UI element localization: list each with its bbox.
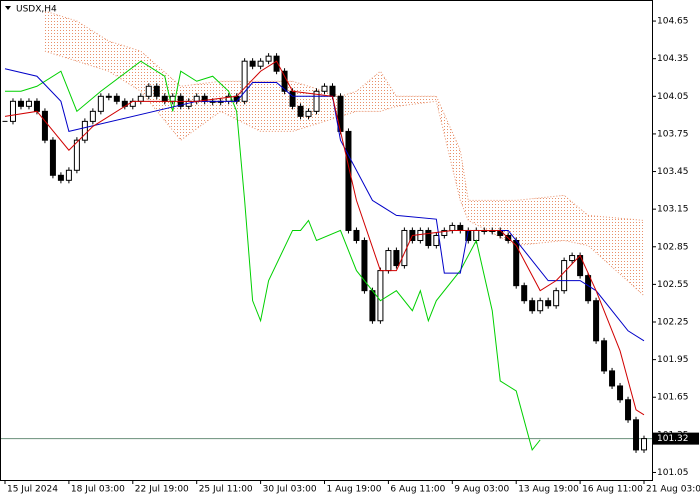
- candle: [297, 105, 304, 117]
- candle: [473, 229, 480, 241]
- candle: [145, 85, 152, 97]
- y-tick-label: 101.95: [657, 355, 689, 365]
- candle: [569, 255, 576, 262]
- candle: [545, 300, 552, 307]
- y-tick-label: 102.85: [657, 242, 689, 252]
- candle: [289, 90, 296, 107]
- candle: [617, 385, 624, 401]
- x-tick-label: 18 Jul 03:00: [71, 485, 125, 495]
- x-tick-label: 30 Jul 03:00: [263, 485, 317, 495]
- candle: [425, 229, 432, 247]
- candle: [305, 110, 312, 117]
- candle: [585, 275, 592, 302]
- candle: [633, 419, 640, 451]
- indicator-line: [4, 60, 645, 416]
- candle: [257, 60, 264, 67]
- candle: [97, 95, 104, 112]
- candle: [601, 340, 608, 372]
- x-tick-label: 15 Jul 2024: [7, 485, 58, 495]
- candle: [321, 85, 328, 92]
- cloud-lower: [44, 50, 645, 297]
- x-tick-label: 1 Aug 19:00: [327, 485, 382, 495]
- y-tick-label: 103.75: [657, 129, 689, 139]
- candle: [593, 300, 600, 342]
- candle: [497, 229, 504, 236]
- candle: [265, 55, 272, 62]
- candle: [377, 270, 384, 322]
- candle: [137, 95, 144, 102]
- y-tick-label: 101.05: [657, 468, 689, 478]
- candle: [153, 85, 160, 97]
- candle: [609, 370, 616, 387]
- candle: [345, 130, 352, 231]
- candle: [49, 139, 56, 176]
- y-tick-label: 102.55: [657, 280, 689, 290]
- candle: [353, 229, 360, 241]
- x-tick-label: 21 Aug 03:00: [646, 485, 700, 495]
- candle: [329, 85, 336, 97]
- y-tick-label: 101.65: [657, 393, 689, 403]
- candle: [73, 139, 80, 171]
- candle: [337, 95, 344, 132]
- y-tick-label: 102.25: [657, 318, 689, 328]
- x-tick-label: 22 Jul 19:00: [135, 485, 189, 495]
- candle: [273, 55, 280, 72]
- candle: [241, 60, 248, 102]
- x-tick-label: 6 Aug 11:00: [390, 485, 445, 495]
- y-tick-label: 104.05: [657, 92, 689, 102]
- candle: [57, 174, 64, 181]
- candle: [9, 100, 16, 122]
- candle: [193, 95, 200, 102]
- candle: [65, 169, 72, 181]
- candle: [393, 250, 400, 267]
- candle: [361, 240, 368, 292]
- candle: [625, 399, 632, 421]
- indicator-line: [4, 68, 645, 342]
- x-tick-label: 9 Aug 03:00: [454, 485, 509, 495]
- candle: [113, 95, 120, 102]
- candle: [537, 300, 544, 312]
- x-tick-label: 25 Jul 11:00: [199, 485, 253, 495]
- candle: [105, 95, 112, 98]
- candle: [417, 229, 424, 241]
- y-tick-label: 103.15: [657, 205, 689, 215]
- candle: [249, 60, 256, 67]
- candle: [449, 224, 456, 231]
- x-tick-label: 13 Aug 19:00: [518, 485, 579, 495]
- candle: [441, 229, 448, 236]
- y-tick-label: 103.45: [657, 167, 689, 177]
- candle: [89, 110, 96, 122]
- candle: [513, 240, 520, 287]
- candle: [25, 100, 32, 107]
- candle: [17, 100, 24, 107]
- candle: [561, 260, 568, 292]
- candle: [521, 285, 528, 302]
- last-price-box: [653, 432, 699, 445]
- cloud-fill: [44, 11, 645, 296]
- last-price-label: 101.32: [657, 434, 689, 444]
- candle: [313, 90, 320, 112]
- menu-triangle[interactable]: [5, 6, 11, 10]
- chart-title: USDX,H4: [16, 5, 57, 15]
- candle: [457, 224, 464, 231]
- x-tick-label: 16 Aug 11:00: [582, 485, 643, 495]
- candle: [641, 438, 648, 451]
- y-tick-label: 104.65: [657, 17, 689, 27]
- y-tick-label: 104.35: [657, 54, 689, 64]
- candle: [81, 120, 88, 141]
- candle: [41, 110, 48, 141]
- candle: [33, 100, 40, 112]
- indicator-line: [4, 60, 541, 451]
- candle: [161, 95, 168, 102]
- candle: [369, 290, 376, 322]
- candle: [553, 290, 560, 307]
- candle: [529, 300, 536, 312]
- candle: [385, 250, 392, 272]
- candle: [433, 234, 440, 247]
